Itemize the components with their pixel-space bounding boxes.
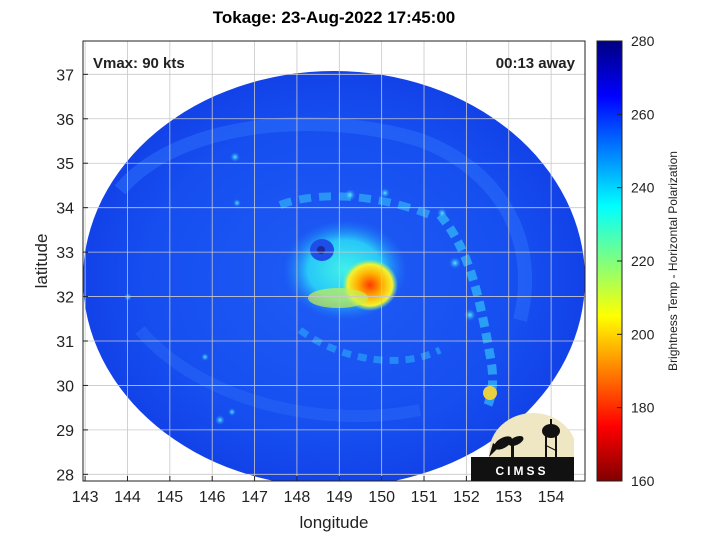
y-tick-label: 29 (56, 423, 74, 440)
x-tick-label: 148 (284, 489, 311, 506)
y-tick-label: 37 (56, 67, 74, 84)
y-tick-label: 36 (56, 112, 74, 129)
x-tick-label: 150 (368, 489, 395, 506)
y-tick-label: 30 (56, 378, 74, 395)
x-tick-label: 145 (156, 489, 183, 506)
x-tick-label: 152 (453, 489, 480, 506)
microwave-swath (83, 71, 585, 481)
colorbar-ticks: 160 180 200 220 240 260 280 (617, 33, 655, 489)
x-tick-label: 144 (114, 489, 141, 506)
x-tick-label: 143 (72, 489, 99, 506)
colorbar-tick-label: 280 (631, 33, 655, 49)
colorbar-tick-label: 220 (631, 253, 655, 269)
x-axis-label: longitude (299, 513, 368, 532)
y-tick-label: 28 (56, 467, 74, 484)
y-tick-label: 34 (56, 201, 74, 218)
x-tick-label: 146 (199, 489, 226, 506)
colorbar-label: Brightness Temp - Horizontal Polarizatio… (666, 151, 680, 371)
plot-title: Tokage: 23-Aug-2022 17:45:00 (212, 8, 456, 27)
y-tick-label: 35 (56, 156, 74, 173)
y-axis-label: latitude (32, 234, 51, 289)
x-tick-label: 147 (241, 489, 268, 506)
vmax-label: Vmax: 90 kts (93, 55, 185, 72)
y-tick-label: 32 (56, 290, 74, 307)
grid (83, 41, 585, 481)
time-away-label: 00:13 away (496, 55, 576, 72)
cimss-logo: CIMSS (471, 411, 577, 493)
cimss-logo-text: CIMSS (495, 464, 548, 478)
x-axis-ticks: 143 144 145 146 147 148 149 150 151 152 153 154 (72, 476, 565, 506)
x-tick-label: 149 (326, 489, 353, 506)
colorbar-tick-label: 260 (631, 106, 655, 122)
y-tick-label: 33 (56, 245, 74, 262)
colorbar-tick-label: 200 (631, 326, 655, 342)
colorbar-tick-label: 240 (631, 180, 655, 196)
x-tick-label: 151 (411, 489, 438, 506)
y-axis-ticks: 28 29 30 31 32 33 34 35 36 37 (56, 67, 88, 484)
colorbar-tick-label: 180 (631, 400, 655, 416)
colorbar-tick-label: 160 (631, 473, 655, 489)
x-tick-label: 154 (538, 489, 565, 506)
x-tick-label: 153 (495, 489, 522, 506)
y-tick-label: 31 (56, 334, 74, 351)
axes-frame (82, 40, 586, 482)
